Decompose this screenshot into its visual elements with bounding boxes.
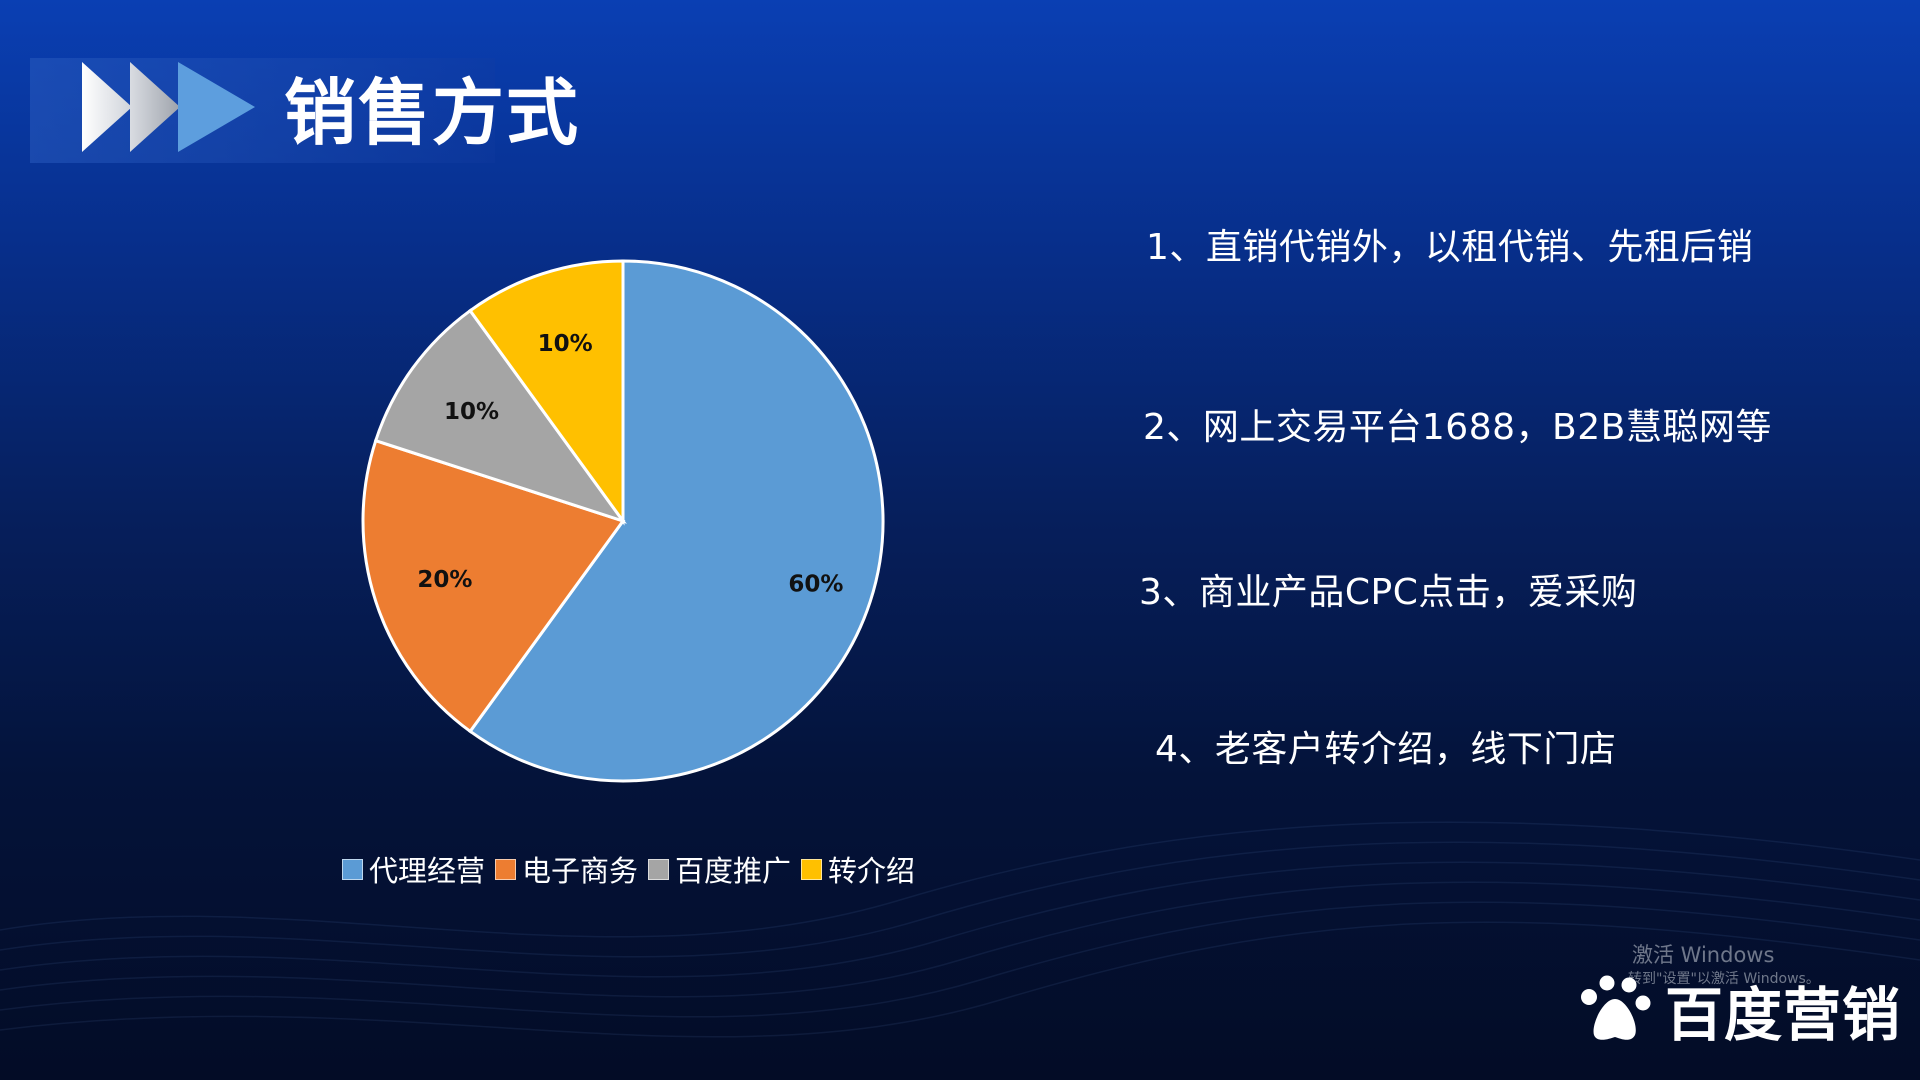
legend-label: 代理经营 bbox=[369, 854, 486, 888]
legend-item-3: 百度推广 bbox=[648, 848, 791, 890]
pie-slice-2 bbox=[361, 438, 626, 734]
data-label-4: 10% bbox=[538, 331, 593, 357]
triple-arrow-icon bbox=[82, 62, 255, 152]
data-label-3: 10% bbox=[444, 399, 499, 425]
point-1: 1、直销代销外，以租代销、先租后销 bbox=[1146, 227, 1754, 268]
legend-swatch bbox=[342, 858, 363, 880]
point-2: 2、网上交易平台1688，B2B慧聪网等 bbox=[1143, 407, 1772, 448]
legend-item-4: 转介绍 bbox=[801, 848, 915, 890]
watermark-line1: 激活 Windows bbox=[1632, 943, 1775, 967]
data-label-2: 20% bbox=[417, 567, 472, 593]
windows-watermark: 激活 Windows 转到"设置"以激活 Windows。 bbox=[1628, 943, 1820, 991]
legend-swatch bbox=[495, 858, 517, 880]
pie-slice-4 bbox=[468, 259, 625, 526]
chart-legend: 代理经营 电子商务 百度推广 转介绍 bbox=[342, 848, 925, 890]
point-4: 4、老客户转介绍，线下门店 bbox=[1155, 729, 1617, 770]
legend-swatch bbox=[648, 858, 670, 880]
legend-label: 百度推广 bbox=[675, 854, 792, 888]
baidu-paw-icon bbox=[1581, 975, 1651, 1040]
pie-slice-3 bbox=[373, 308, 627, 524]
legend-label: 转介绍 bbox=[828, 854, 916, 888]
legend-item-1: 代理经营 bbox=[342, 848, 485, 890]
page-title: 销售方式 bbox=[284, 71, 581, 155]
legend-swatch bbox=[801, 858, 823, 880]
brand-name: 百度营销 bbox=[1665, 981, 1902, 1049]
watermark-line2: 转到"设置"以激活 Windows。 bbox=[1628, 971, 1820, 987]
legend-item-2: 电子商务 bbox=[495, 848, 638, 890]
brand-logo: 百度营销 bbox=[1575, 968, 1901, 1052]
data-label-1: 60% bbox=[788, 572, 843, 598]
legend-label: 电子商务 bbox=[522, 854, 639, 888]
pie-slice-1 bbox=[468, 259, 885, 783]
point-3: 3、商业产品CPC点击，爱采购 bbox=[1139, 572, 1638, 613]
